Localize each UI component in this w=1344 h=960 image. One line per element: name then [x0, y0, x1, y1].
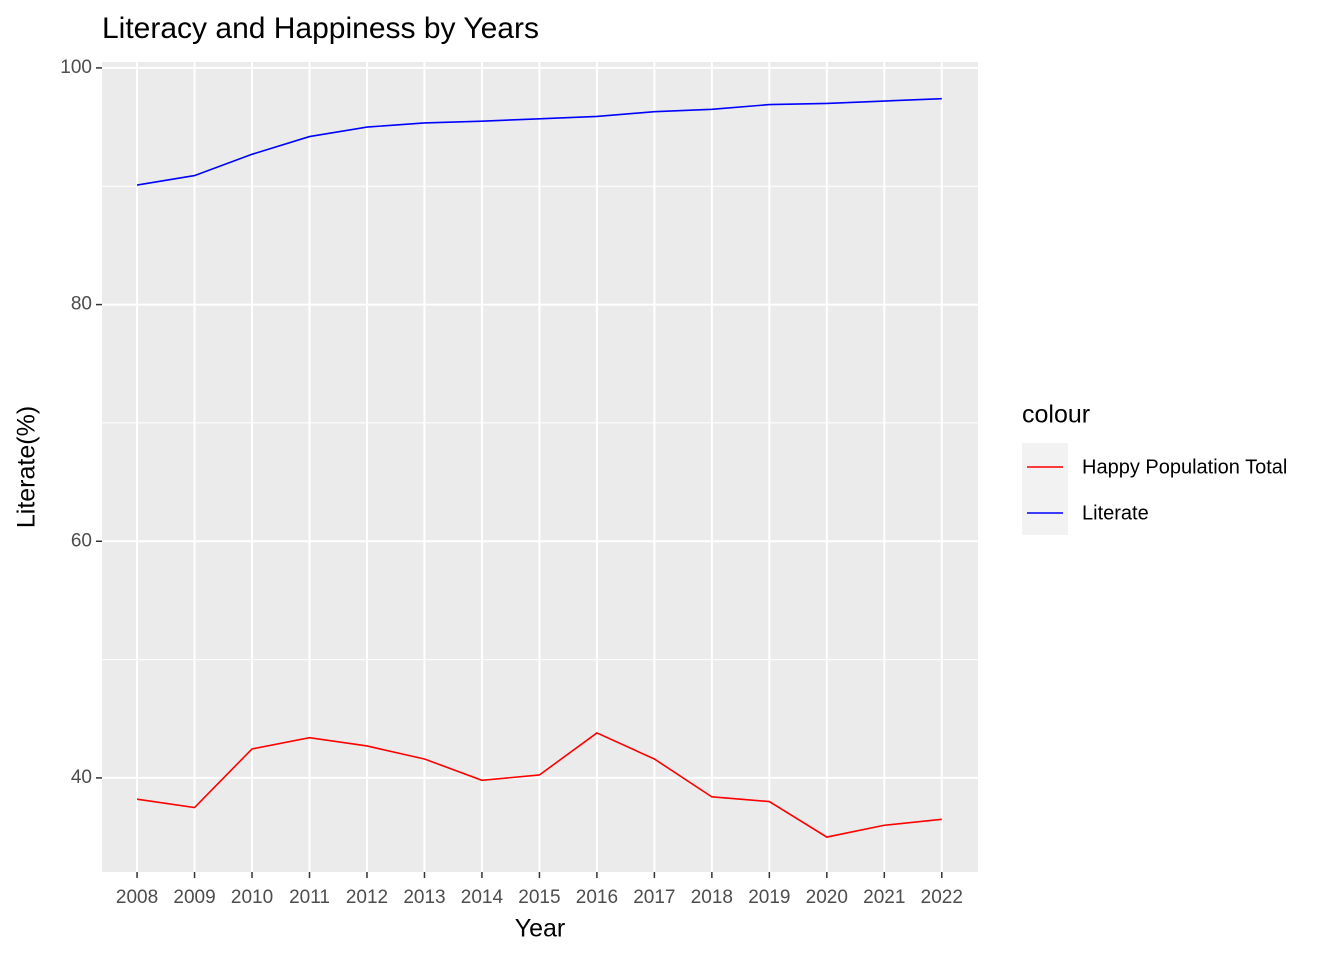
plot-layer	[102, 62, 978, 872]
x-tick-label: 2012	[346, 887, 388, 908]
legend-title: colour	[1022, 401, 1090, 429]
x-tick-label: 2009	[173, 887, 215, 908]
series-line	[136, 97, 942, 186]
x-axis-title: Year	[515, 915, 566, 943]
series-line	[136, 732, 942, 838]
x-tick-label: 2014	[461, 887, 504, 908]
legend-key-background	[1022, 443, 1068, 535]
chart-title: Literacy and Happiness by Years	[102, 12, 539, 45]
x-tick-label: 2019	[748, 887, 790, 908]
y-tick-label: 40	[71, 767, 92, 788]
x-tick-label: 2021	[863, 887, 905, 908]
x-tick-label: 2015	[518, 887, 560, 908]
x-tick-label: 2020	[806, 887, 848, 908]
y-tick-label: 80	[71, 294, 92, 315]
legend-label: Happy Population Total	[1082, 456, 1287, 478]
x-tick-label: 2010	[231, 887, 273, 908]
y-tick-label: 100	[60, 57, 92, 78]
x-tick-label: 2017	[633, 887, 675, 908]
x-tick-label: 2011	[289, 887, 330, 908]
x-tick-label: 2013	[403, 887, 445, 908]
y-tick-label: 60	[71, 530, 92, 551]
legend-label: Literate	[1082, 502, 1149, 524]
y-axis-title: Literate(%)	[13, 406, 41, 528]
x-tick-label: 2018	[691, 887, 733, 908]
x-tick-label: 2022	[921, 887, 963, 908]
x-tick-label: 2008	[116, 887, 158, 908]
x-tick-label: 2016	[576, 887, 618, 908]
